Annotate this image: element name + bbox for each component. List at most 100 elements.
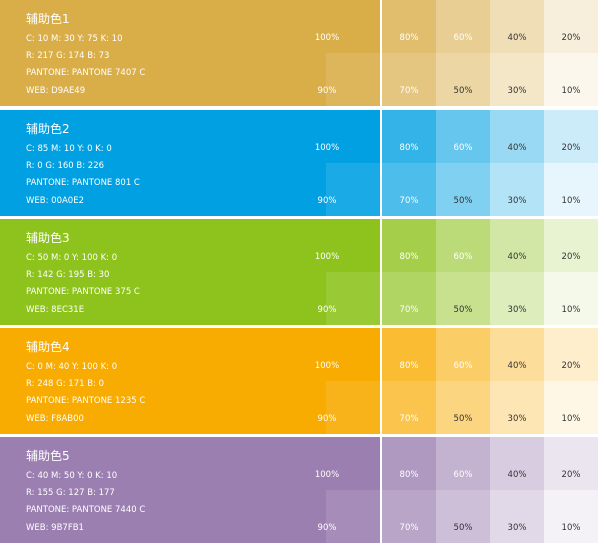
tint-swatch bbox=[326, 437, 380, 490]
web-value: WEB: 8EC31E bbox=[26, 305, 85, 315]
tint-label-bottom: 50% bbox=[453, 523, 473, 533]
tint-swatch bbox=[436, 163, 490, 216]
tint-swatch bbox=[490, 490, 544, 543]
tint-label-top: 100% bbox=[314, 361, 340, 371]
tint-label-bottom: 30% bbox=[507, 523, 527, 533]
tint-swatch bbox=[544, 53, 598, 106]
tint-swatch bbox=[382, 53, 436, 106]
tint-label-top: 20% bbox=[561, 470, 581, 480]
tint-label-top: 60% bbox=[453, 33, 473, 43]
cmyk-value: C: 10 M: 30 Y: 75 K: 10 bbox=[26, 34, 123, 44]
tint-label-top: 20% bbox=[561, 143, 581, 153]
cmyk-value: C: 50 M: 0 Y: 100 K: 0 bbox=[26, 253, 118, 263]
rgb-value: R: 142 G: 195 B: 30 bbox=[26, 270, 110, 280]
tint-label-bottom: 90% bbox=[317, 523, 337, 533]
web-value: WEB: F8AB00 bbox=[26, 414, 84, 424]
color-band-5: 辅助色5 C: 40 M: 50 Y: 0 K: 10 R: 155 G: 127 … bbox=[0, 437, 600, 543]
tint-swatch bbox=[326, 328, 380, 381]
rgb-value: R: 217 G: 174 B: 73 bbox=[26, 51, 110, 61]
tint-label-bottom: 90% bbox=[317, 414, 337, 424]
rgb-value: R: 155 G: 127 B: 177 bbox=[26, 488, 115, 498]
color-title: 辅助色3 bbox=[26, 231, 70, 245]
tint-label-top: 40% bbox=[507, 470, 527, 480]
tint-swatch bbox=[436, 490, 490, 543]
tint-label-top: 100% bbox=[314, 143, 340, 153]
tint-swatch bbox=[326, 163, 380, 216]
tint-label-bottom: 10% bbox=[561, 196, 581, 206]
tint-label-bottom: 30% bbox=[507, 86, 527, 96]
tint-swatch bbox=[490, 163, 544, 216]
tint-swatch bbox=[326, 490, 380, 543]
tint-swatch bbox=[544, 328, 598, 381]
cmyk-value: C: 40 M: 50 Y: 0 K: 10 bbox=[26, 471, 118, 481]
tint-label-top: 20% bbox=[561, 252, 581, 262]
tint-swatch bbox=[490, 219, 544, 272]
color-band-1: 辅助色1 C: 10 M: 30 Y: 75 K: 10 R: 217 G: 174… bbox=[0, 0, 600, 106]
tint-label-bottom: 30% bbox=[507, 196, 527, 206]
tint-label-top: 80% bbox=[399, 33, 419, 43]
tint-label-top: 80% bbox=[399, 361, 419, 371]
color-info-panel: 辅助色5 C: 40 M: 50 Y: 0 K: 10 R: 155 G: 127 … bbox=[0, 437, 326, 543]
tint-swatch bbox=[382, 0, 436, 53]
rgb-value: R: 248 G: 171 B: 0 bbox=[26, 379, 105, 389]
tint-label-top: 100% bbox=[314, 470, 340, 480]
tint-swatch bbox=[436, 53, 490, 106]
tint-swatch bbox=[326, 110, 380, 163]
tint-label-bottom: 70% bbox=[399, 523, 419, 533]
tint-swatch bbox=[436, 110, 490, 163]
web-value: WEB: D9AE49 bbox=[26, 86, 86, 96]
tint-label-bottom: 70% bbox=[399, 305, 419, 315]
tint-label-bottom: 10% bbox=[561, 86, 581, 96]
tint-swatch bbox=[544, 437, 598, 490]
color-band-4: 辅助色4 C: 0 M: 40 Y: 100 K: 0 R: 248 G: 171 … bbox=[0, 328, 600, 434]
tint-label-bottom: 10% bbox=[561, 305, 581, 315]
tint-swatch bbox=[490, 381, 544, 434]
tint-swatch bbox=[436, 328, 490, 381]
color-title: 辅助色4 bbox=[26, 340, 70, 354]
tint-swatch bbox=[544, 490, 598, 543]
pantone-value: PANTONE: PANTONE 1235 C bbox=[26, 396, 146, 406]
tint-swatch bbox=[326, 381, 380, 434]
tint-swatch bbox=[544, 0, 598, 53]
color-info-panel: 辅助色4 C: 0 M: 40 Y: 100 K: 0 R: 248 G: 171 … bbox=[0, 328, 326, 434]
tint-label-bottom: 30% bbox=[507, 305, 527, 315]
tint-label-bottom: 50% bbox=[453, 86, 473, 96]
tint-swatch bbox=[382, 272, 436, 325]
tint-label-top: 80% bbox=[399, 470, 419, 480]
tint-swatch bbox=[382, 219, 436, 272]
tint-label-bottom: 50% bbox=[453, 305, 473, 315]
color-title: 辅助色2 bbox=[26, 122, 70, 136]
tint-label-top: 80% bbox=[399, 252, 419, 262]
tint-label-bottom: 90% bbox=[317, 305, 337, 315]
color-info-panel: 辅助色2 C: 85 M: 10 Y: 0 K: 0 R: 0 G: 160 B: … bbox=[0, 110, 326, 216]
color-title: 辅助色1 bbox=[26, 12, 70, 26]
tint-swatch bbox=[490, 0, 544, 53]
tint-swatch bbox=[544, 110, 598, 163]
tint-label-top: 80% bbox=[399, 143, 419, 153]
tint-swatch bbox=[544, 163, 598, 216]
tint-swatch bbox=[382, 110, 436, 163]
tint-swatch bbox=[382, 437, 436, 490]
tint-label-top: 60% bbox=[453, 361, 473, 371]
color-info-panel: 辅助色1 C: 10 M: 30 Y: 75 K: 10 R: 217 G: 174… bbox=[0, 0, 326, 106]
color-info-panel: 辅助色3 C: 50 M: 0 Y: 100 K: 0 R: 142 G: 195 … bbox=[0, 219, 326, 325]
cmyk-value: C: 0 M: 40 Y: 100 K: 0 bbox=[26, 362, 118, 372]
tint-label-bottom: 10% bbox=[561, 414, 581, 424]
tint-label-bottom: 90% bbox=[317, 86, 337, 96]
tint-swatch bbox=[490, 110, 544, 163]
tint-label-top: 40% bbox=[507, 361, 527, 371]
tint-swatch bbox=[490, 437, 544, 490]
tint-swatch bbox=[326, 272, 380, 325]
tint-label-bottom: 50% bbox=[453, 414, 473, 424]
tint-swatch bbox=[544, 272, 598, 325]
tint-swatch bbox=[490, 53, 544, 106]
tint-swatch bbox=[326, 53, 380, 106]
tint-swatch bbox=[436, 0, 490, 53]
pantone-value: PANTONE: PANTONE 801 C bbox=[26, 178, 140, 188]
tint-label-top: 20% bbox=[561, 33, 581, 43]
color-title: 辅助色5 bbox=[26, 449, 70, 463]
tint-label-bottom: 30% bbox=[507, 414, 527, 424]
tint-swatch bbox=[436, 381, 490, 434]
tint-swatch bbox=[544, 381, 598, 434]
